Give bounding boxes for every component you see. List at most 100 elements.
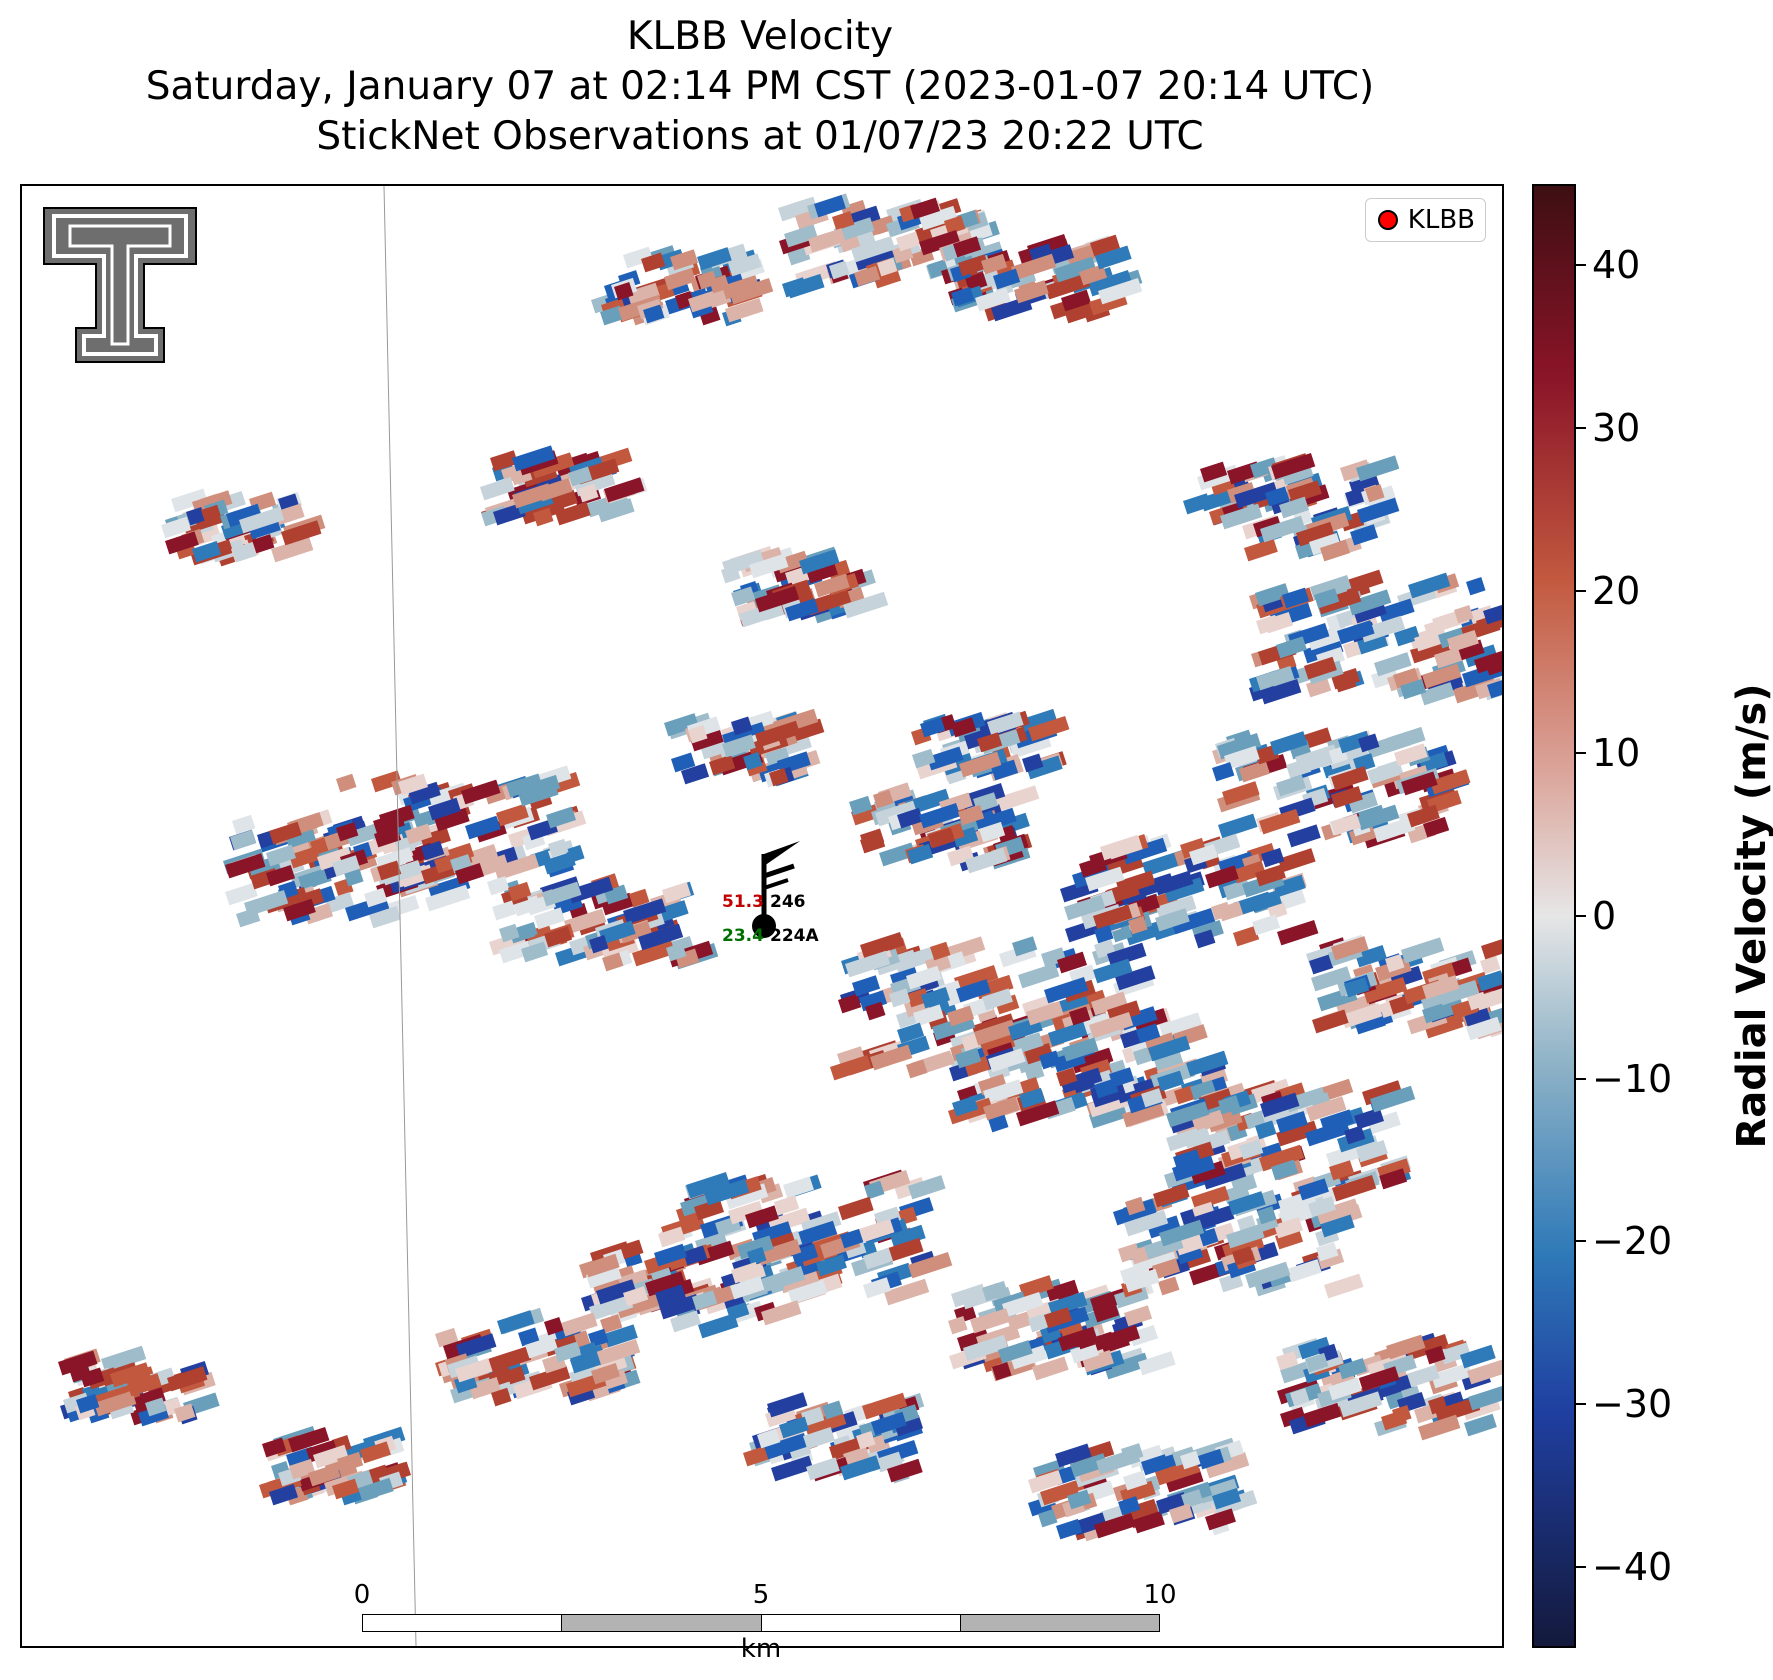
radar-gate-pixel <box>1092 958 1133 984</box>
radar-gate-pixel <box>1062 1037 1099 1062</box>
radar-gate-pixel <box>722 549 765 576</box>
radar-gate-pixel <box>1118 1243 1141 1263</box>
colorbar-tick-mark <box>1576 915 1586 917</box>
radar-gate-pixel <box>1329 1160 1355 1181</box>
radar-gate-pixel <box>283 898 316 922</box>
radar-gate-pixel <box>369 906 401 929</box>
radar-gate-pixel <box>757 1239 802 1266</box>
radar-gate-pixel <box>591 1362 621 1385</box>
radar-gate-pixel <box>1053 256 1097 283</box>
radar-gate-pixel <box>1098 278 1143 305</box>
radar-gate-pixel <box>1298 750 1333 774</box>
radar-gate-pixel <box>1423 1013 1464 1039</box>
radar-gate-pixel <box>875 800 918 827</box>
radar-gate-pixel <box>332 1478 360 1500</box>
colorbar-tick-mark <box>1576 264 1586 267</box>
radar-gate-pixel <box>1425 1345 1446 1365</box>
radar-gate-pixel <box>1476 970 1502 992</box>
radar-gate-pixel <box>1166 1101 1210 1128</box>
radar-gate-pixel <box>951 1283 987 1308</box>
radar-gate-pixel <box>1223 1183 1251 1205</box>
radar-gate-pixel <box>1172 1155 1216 1182</box>
radar-gate-pixel <box>1353 753 1376 773</box>
radar-gate-pixel <box>1222 781 1260 806</box>
radar-gate-pixel <box>920 717 946 738</box>
radar-gate-pixel <box>791 1220 838 1248</box>
radar-gate-pixel <box>1118 1496 1141 1516</box>
radar-gate-pixel <box>692 1290 718 1311</box>
radar-gate-pixel <box>543 851 576 875</box>
colorbar-tick-label: 30 <box>1592 406 1641 450</box>
radar-gate-pixel <box>618 920 652 944</box>
radar-gate-pixel <box>761 1300 802 1326</box>
radar-site-marker-icon <box>1377 210 1398 230</box>
radar-gate-pixel <box>1019 1275 1054 1299</box>
colorbar-tick-label: −40 <box>1592 1544 1673 1589</box>
colorbar-tick-label: −30 <box>1592 1382 1673 1426</box>
radar-gate-pixel <box>1040 1478 1086 1506</box>
radar-gate-pixel <box>1407 1364 1440 1388</box>
radar-gate-pixel <box>973 1019 1017 1046</box>
radar-gate-pixel <box>993 268 1021 290</box>
colorbar-tick-mark <box>1576 1403 1586 1405</box>
radar-gate-pixel <box>1048 1291 1088 1317</box>
radar-gate-pixel <box>1454 605 1474 624</box>
station-value-246: 51.3 <box>722 892 764 912</box>
radar-gate-pixel <box>492 502 526 526</box>
radar-gate-pixel <box>905 1059 928 1079</box>
radar-gate-pixel <box>737 1235 774 1260</box>
radar-gate-pixel <box>1324 1273 1364 1299</box>
radar-gate-pixel <box>1274 1216 1304 1239</box>
radar-gate-pixel <box>1153 1051 1185 1074</box>
radar-gate-pixel <box>870 1044 913 1071</box>
radar-gate-pixel <box>1046 1279 1079 1303</box>
radar-map[interactable]: KLBB 51.3 246 23.4 224A <box>20 184 1504 1648</box>
radar-gate-pixel <box>1466 577 1486 596</box>
radar-gate-pixel <box>1028 715 1070 742</box>
radar-gate-pixel <box>171 488 208 513</box>
radar-gate-pixel <box>1328 743 1370 770</box>
radar-gate-pixel <box>1070 1453 1108 1478</box>
colorbar-tick-mark <box>1576 1077 1586 1080</box>
radar-gate-pixel <box>965 847 1008 874</box>
radar-gate-pixel <box>602 952 624 972</box>
radar-gate-pixel <box>980 807 1017 832</box>
sticknet-station-marker[interactable] <box>752 841 800 938</box>
radar-gate-pixel <box>1340 459 1371 482</box>
radar-gate-pixel <box>1337 620 1375 645</box>
radar-gate-pixel <box>845 950 891 978</box>
radar-gate-pixel <box>1153 1183 1190 1208</box>
radar-gate-pixel <box>838 993 862 1014</box>
radar-velocity-field <box>43 186 1502 1646</box>
radar-gate-pixel <box>666 942 687 962</box>
radar-gate-pixel <box>428 797 461 821</box>
radar-gate-pixel <box>1348 791 1379 814</box>
radar-gate-pixel <box>325 891 355 914</box>
radar-gate-pixel <box>1279 1360 1314 1384</box>
radar-gate-pixel <box>420 840 445 861</box>
radar-gate-pixel <box>287 1426 330 1453</box>
radar-gate-pixel <box>904 788 951 816</box>
radar-gate-pixel <box>1120 1480 1156 1505</box>
radar-gate-pixel <box>533 907 565 930</box>
radar-gate-pixel <box>1422 997 1465 1024</box>
radar-gate-pixel <box>304 902 334 925</box>
radar-gate-pixel <box>948 1316 968 1335</box>
radar-gate-pixel <box>659 1293 701 1320</box>
radar-gate-pixel <box>1166 1128 1201 1152</box>
radar-gate-pixel <box>853 1218 895 1245</box>
radar-gate-pixel <box>778 1416 810 1439</box>
radar-gate-pixel <box>461 779 501 805</box>
radar-gate-pixel <box>1407 572 1451 599</box>
radar-gate-pixel <box>1331 813 1362 836</box>
radar-gate-pixel <box>859 833 886 854</box>
radar-gate-pixel <box>487 1346 532 1373</box>
radar-gate-pixel <box>1141 1088 1164 1108</box>
radar-gate-pixel <box>1084 866 1125 892</box>
radar-gate-pixel <box>688 287 729 313</box>
radar-gate-pixel <box>641 252 666 273</box>
radar-gate-pixel <box>638 923 684 951</box>
radar-gate-pixel <box>1356 632 1388 655</box>
radar-gate-pixel <box>1435 1396 1481 1424</box>
radar-gate-pixel <box>1332 1175 1377 1202</box>
